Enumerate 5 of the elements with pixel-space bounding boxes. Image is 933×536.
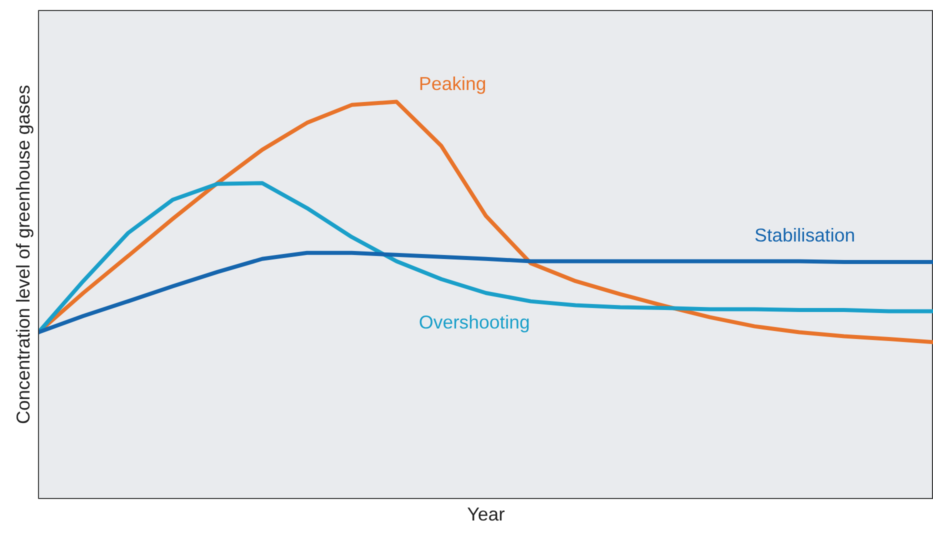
series-label: Stabilisation <box>754 224 856 246</box>
series-label: Overshooting <box>418 312 530 333</box>
series-label: Peaking <box>418 72 486 94</box>
y-axis-title: Concentration level of greenhouse gases <box>12 84 34 424</box>
x-axis-title: Year <box>467 504 505 524</box>
